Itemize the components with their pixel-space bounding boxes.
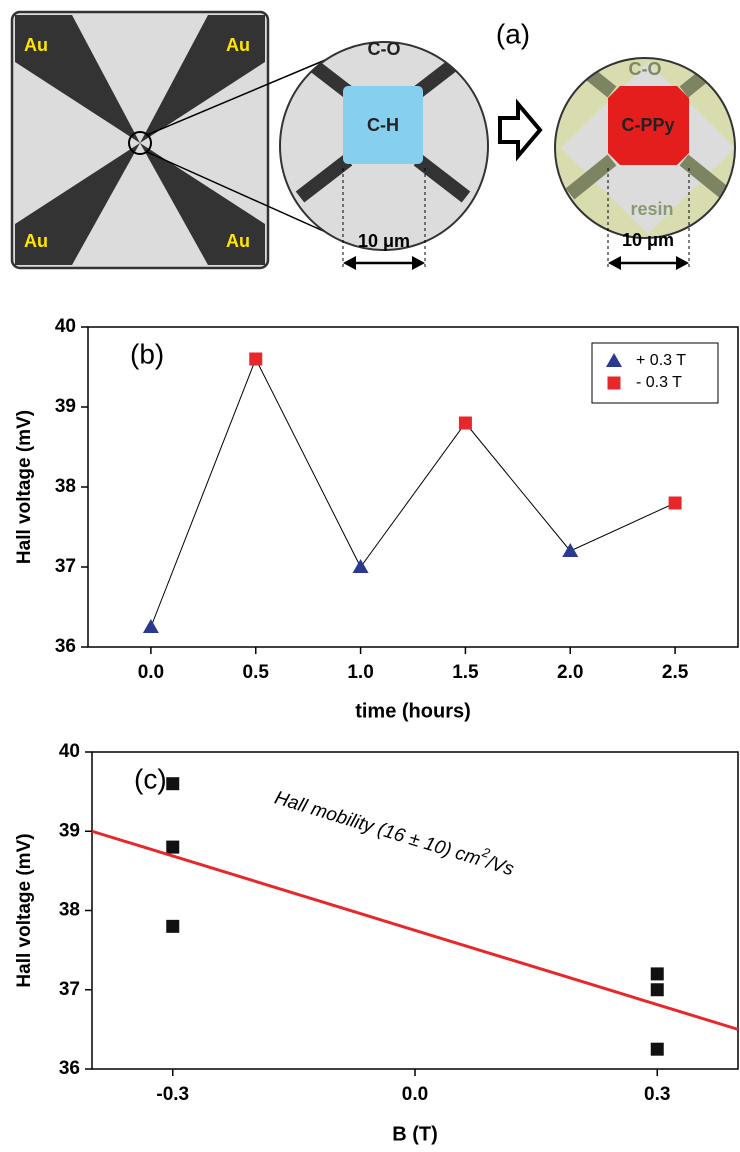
y-tick-label: 39 (59, 820, 80, 841)
surface-label: C-O (629, 59, 662, 79)
electrode (295, 154, 353, 203)
au-label: Au (24, 231, 48, 251)
scale-label: 10 μm (358, 231, 410, 251)
y-axis-title: Hall voltage (mV) (14, 410, 35, 564)
x-tick-label: 2.5 (662, 662, 689, 683)
marker (650, 967, 664, 981)
au-label: Au (226, 231, 250, 251)
panel-label: (a) (496, 18, 530, 49)
electrode (413, 154, 471, 203)
arrow-head (676, 256, 689, 270)
au-label: Au (226, 35, 250, 55)
resin-label: resin (630, 199, 673, 219)
electrode (140, 15, 265, 143)
panel-label: (c) (134, 763, 167, 794)
y-tick-label: 40 (59, 741, 80, 762)
legend-label: - 0.3 T (636, 374, 682, 391)
x-tick-label: 0.5 (243, 662, 270, 683)
x-tick-label: 1.0 (347, 662, 373, 683)
c-ppy-region (608, 86, 689, 165)
region-label: C-PPy (621, 115, 674, 135)
zoom-line (146, 151, 331, 235)
y-tick-label: 36 (55, 636, 76, 657)
electrode (679, 154, 731, 200)
y-tick-label: 37 (59, 979, 80, 1000)
marker (166, 840, 180, 854)
au-label: Au (24, 35, 48, 55)
y-tick-label: 40 (55, 316, 76, 337)
fit-annotation: Hall mobility (16 ± 10) cm2/Vs (272, 782, 518, 880)
marker (249, 352, 263, 366)
marker (458, 416, 472, 430)
arrow-head (608, 256, 621, 270)
electrode (140, 143, 265, 265)
x-axis-title: time (hours) (355, 700, 471, 722)
x-tick-label: 0.3 (644, 1084, 670, 1105)
electrode (565, 154, 617, 200)
electrode (15, 15, 140, 143)
y-tick-label: 37 (55, 556, 76, 577)
circle-border (279, 41, 489, 251)
plot-frame (91, 751, 739, 1070)
region-label: C-H (367, 115, 399, 135)
c-h-region (343, 86, 423, 164)
x-tick-label: 0.0 (402, 1084, 428, 1105)
y-tick-label: 38 (59, 900, 80, 921)
marker (142, 619, 159, 633)
y-tick-label: 39 (55, 396, 76, 417)
electrode (15, 143, 140, 265)
panel-label: (b) (130, 338, 164, 369)
c-h-detail: C-O C-H 10 μm (279, 39, 489, 270)
c-ppy-detail: C-O C-PPy resin 10 μm (554, 57, 736, 270)
marker (668, 496, 682, 510)
plot-frame (87, 326, 739, 648)
legend-label: + 0.3 T (636, 352, 686, 369)
x-axis-title: B (T) (392, 1123, 438, 1145)
marker (562, 543, 579, 557)
marker (352, 559, 369, 573)
scale-label: 10 μm (622, 230, 674, 250)
zoom-line (146, 57, 331, 136)
process-arrow (498, 98, 543, 162)
arrow-head (343, 256, 356, 270)
marker (166, 777, 180, 791)
legend-marker (606, 353, 622, 367)
connecting-line (150, 357, 676, 628)
device-overview: Au Au Au Au (10, 10, 270, 270)
marker (650, 1042, 664, 1056)
x-tick-label: 0.0 (138, 662, 164, 683)
y-tick-label: 38 (55, 476, 76, 497)
arrow-head (412, 256, 425, 270)
fit-line (91, 829, 739, 1031)
y-axis-title: Hall voltage (mV) (14, 833, 35, 987)
x-tick-label: -0.3 (156, 1084, 189, 1105)
legend-box (591, 342, 719, 404)
fit-text: Hall mobility (16 ± 10) cm (272, 787, 483, 870)
y-tick-label: 36 (59, 1058, 80, 1079)
x-tick-label: 1.5 (452, 662, 479, 683)
legend-marker (607, 376, 621, 390)
zoom-marker (128, 131, 152, 155)
marker (166, 919, 180, 933)
surface-label: C-O (368, 39, 401, 59)
x-tick-label: 2.0 (557, 662, 583, 683)
circle-border (554, 57, 736, 239)
marker (650, 983, 664, 997)
